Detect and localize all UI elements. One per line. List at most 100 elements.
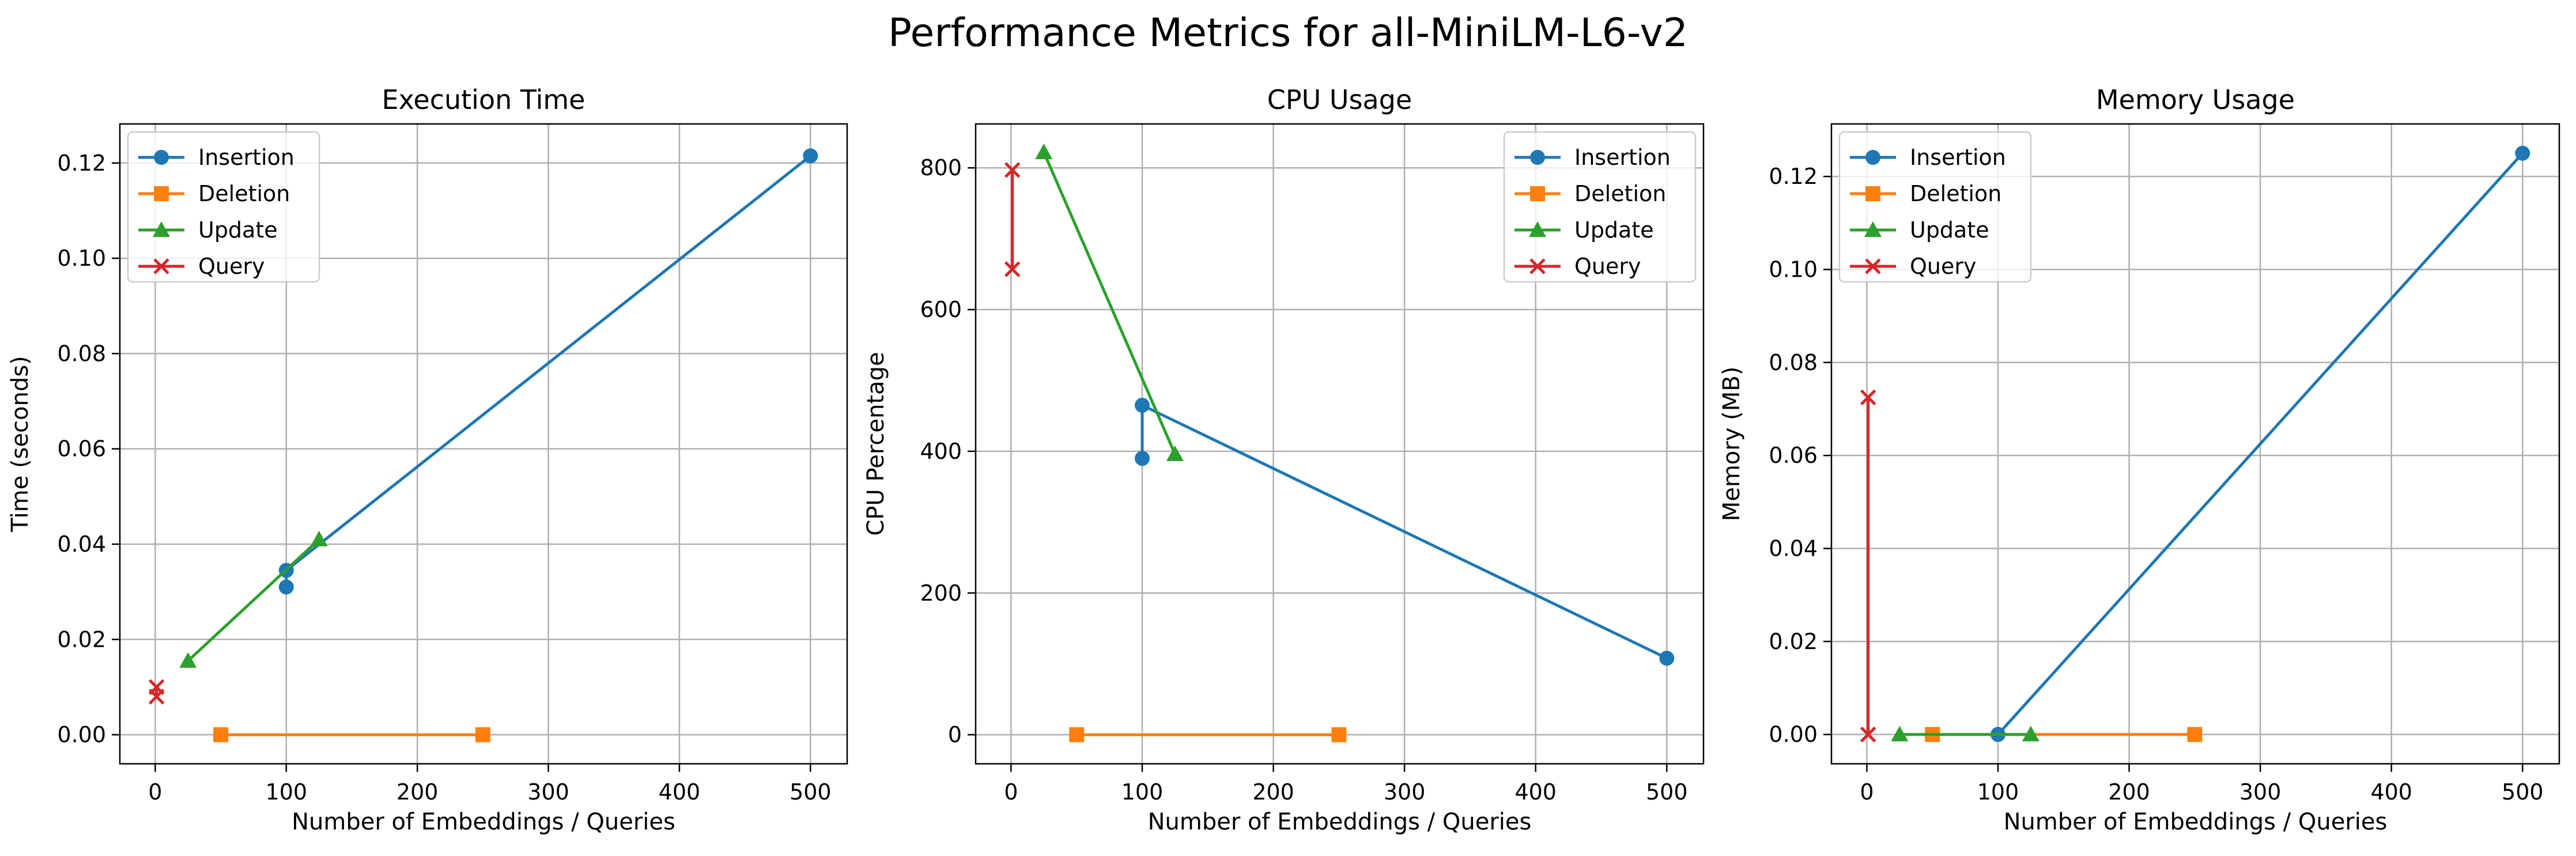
axes-frame [119,123,848,765]
legend-box [127,131,320,283]
x-tick-label: 100 [1977,779,2019,805]
data-point-update [1035,144,1053,160]
data-point-query [1860,389,1876,406]
x-axis-label: Number of Embeddings / Queries [2004,809,2388,835]
figure-title: Performance Metrics for all-MiniLM-L6-v2 [887,10,1689,56]
legend-label-query: Query [198,254,265,279]
y-axis-label: CPU Percentage [863,352,889,536]
legend-label-insertion: Insertion [198,145,294,170]
y-tick-label: 0.04 [57,531,106,557]
legend-label-query: Query [1574,254,1641,279]
axes-frame [1830,123,2560,765]
x-tick-label: 500 [2502,779,2544,805]
chart-title: Execution Time [382,84,586,115]
x-tick-label: 300 [2239,779,2282,805]
legend-label-deletion: Deletion [1574,181,1666,206]
legend: Insertion Deletion Update Query [1838,131,2032,283]
data-point-insertion [803,148,818,164]
x-tick-label: 500 [790,779,832,805]
data-point-deletion [1331,727,1347,742]
series-line-insertion [1997,152,2524,736]
legend-marker-query [1529,258,1546,274]
data-point-insertion [1659,650,1675,666]
legend-box [1838,131,2032,283]
legend: Insertion Deletion Update Query [1503,131,1697,283]
y-tick-label: 0.04 [1769,536,1818,561]
x-tick-label: 400 [2370,779,2412,805]
legend-marker-update [1864,221,1882,237]
data-point-query [1004,261,1021,277]
data-point-update [2022,726,2039,742]
legend-marker-deletion [1530,186,1545,201]
legend-marker-query [1865,258,1881,274]
x-tick-label: 0 [1860,779,1874,805]
legend-marker-insertion [1865,150,1880,165]
y-tick-label: 0.06 [1769,443,1818,468]
y-axis-label: Memory (MB) [1718,367,1745,522]
x-tick-label: 0 [148,779,162,805]
x-tick-label: 0 [1004,779,1018,805]
y-tick-label: 0.10 [57,246,106,271]
data-point-update [1166,445,1184,461]
data-point-query [148,679,165,695]
y-tick-label: 0.12 [57,150,106,176]
y-tick-label: 0.02 [57,627,106,652]
x-tick-label: 300 [1384,779,1426,805]
legend-box [1503,131,1697,283]
legend-label-insertion: Insertion [1574,145,1671,170]
data-point-query [1004,162,1021,178]
data-point-update [179,652,197,668]
legend-label-query: Query [1910,254,1976,279]
series-line-update [1043,152,1177,455]
x-tick-label: 500 [1646,779,1688,805]
legend: Insertion Deletion Update Query [127,131,320,283]
legend-label-insertion: Insertion [1910,145,2006,170]
data-point-insertion [1135,451,1150,466]
legend-label-update: Update [1574,217,1654,243]
legend-label-deletion: Deletion [198,181,290,206]
legend-marker-update [153,221,170,237]
y-tick-label: 800 [920,155,962,180]
data-point-deletion [213,727,229,742]
legend-marker-update [1529,221,1546,237]
y-axis-label: Time (seconds) [7,356,33,532]
data-point-update [1891,726,1909,742]
y-tick-label: 0.10 [1769,257,1818,282]
y-tick-label: 200 [920,580,962,606]
axes-frame [975,123,1705,765]
x-tick-label: 400 [1514,779,1557,805]
legend-label-deletion: Deletion [1910,181,2001,206]
y-tick-label: 0.00 [1769,722,1818,747]
x-tick-label: 200 [1252,779,1294,805]
x-axis-label: Number of Embeddings / Queries [1148,809,1532,835]
y-tick-label: 0.12 [1769,164,1818,189]
data-point-deletion [1069,727,1085,742]
x-tick-label: 200 [2108,779,2150,805]
x-tick-label: 100 [1121,779,1164,805]
x-tick-label: 200 [396,779,439,805]
data-point-insertion [1135,398,1150,413]
x-axis-label: Number of Embeddings / Queries [292,809,675,835]
x-tick-label: 400 [659,779,701,805]
chart-title: Memory Usage [2096,84,2295,115]
legend-marker-deletion [1865,186,1880,201]
legend-marker-insertion [1530,150,1545,165]
y-tick-label: 0.08 [1769,350,1818,375]
legend-marker-insertion [154,150,169,165]
data-point-insertion [278,579,294,595]
y-tick-label: 0.08 [57,341,106,366]
y-tick-label: 400 [920,439,962,464]
y-tick-label: 0 [948,722,962,748]
chart-panel-2: 0 100 200 300 400 500 0 200 400 600 800 CPU Usage Nu… [863,84,1705,835]
data-point-deletion [2187,727,2203,742]
x-tick-label: 300 [527,779,569,805]
y-tick-label: 0.00 [57,722,106,748]
y-tick-label: 0.02 [1769,629,1818,654]
series-line-update [187,538,320,662]
data-point-query [1860,726,1876,742]
x-tick-label: 100 [266,779,308,805]
legend-label-update: Update [198,217,278,243]
chart-panel-3: 0 100 200 300 400 500 0.00 0.02 0.04 0.06 0.08 0.10… [1718,84,2560,835]
legend-label-update: Update [1910,217,1989,243]
